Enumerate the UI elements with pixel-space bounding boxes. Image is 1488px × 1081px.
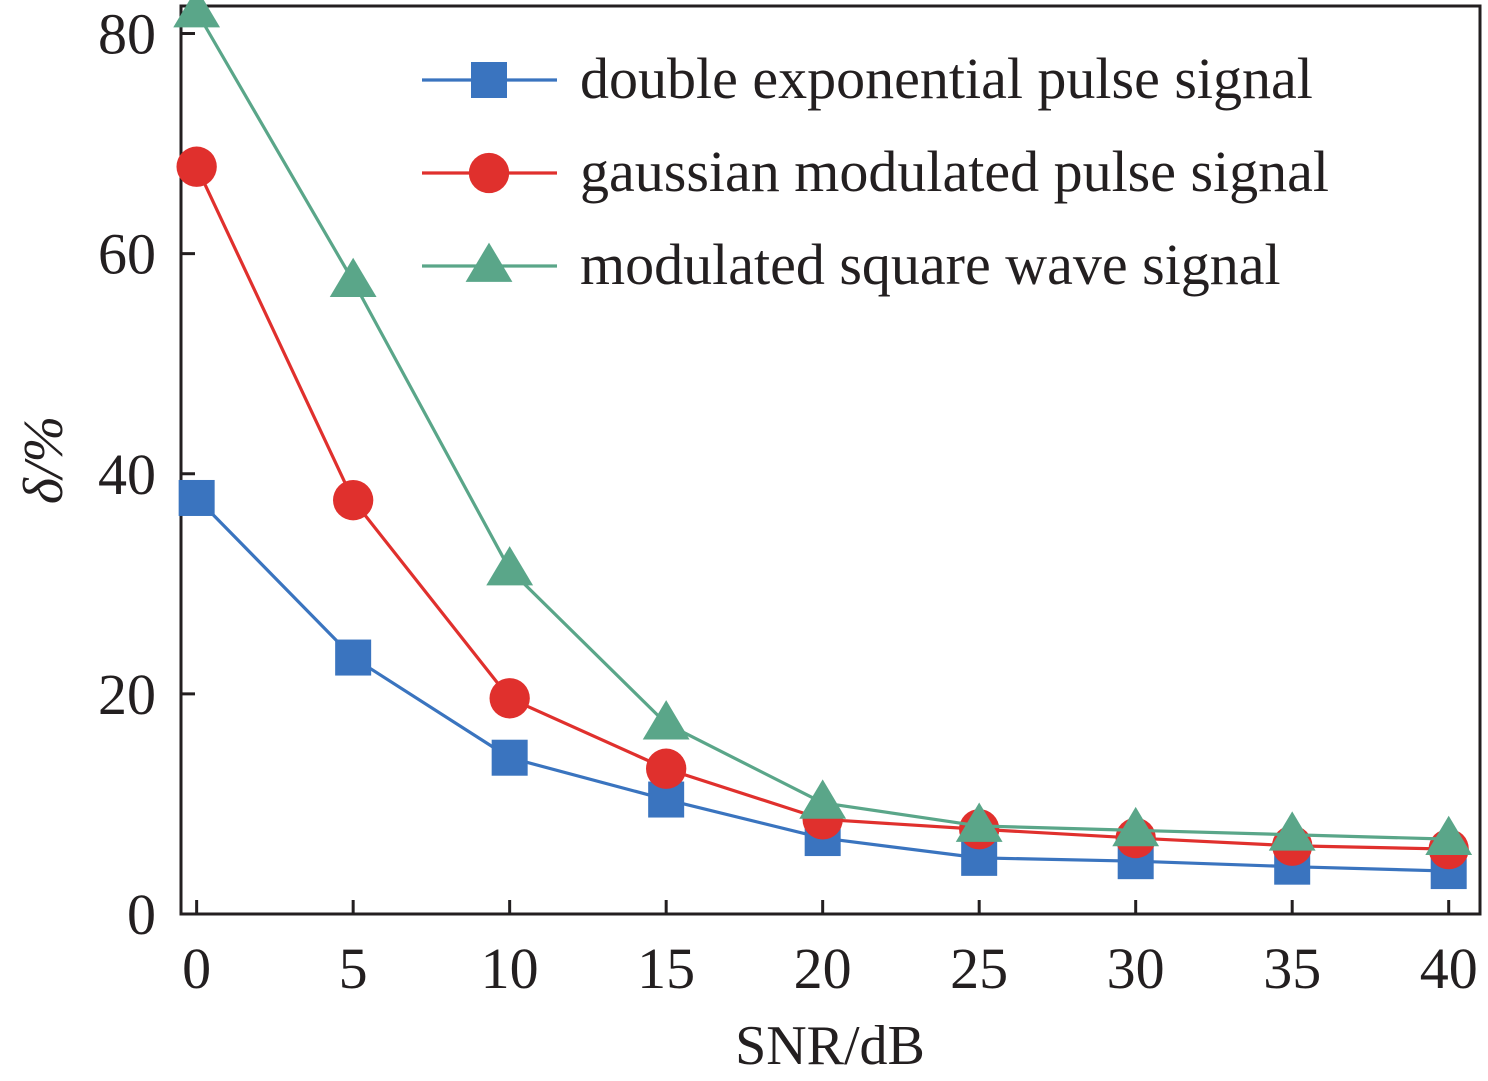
series-triangle <box>173 0 1473 856</box>
y-axis-title: δ/% <box>13 416 75 504</box>
triangle-marker <box>1268 811 1316 851</box>
legend: double exponential pulse signal gaussian … <box>422 46 1329 297</box>
triangle-marker <box>1112 806 1160 847</box>
triangle-marker <box>465 242 513 282</box>
x-tick-label: 30 <box>1107 936 1165 1001</box>
y-tick-label: 20 <box>98 662 156 727</box>
x-tick-label: 10 <box>481 936 539 1001</box>
square-marker <box>178 479 215 516</box>
legend-label: gaussian modulated pulse signal <box>580 139 1329 204</box>
square-marker <box>335 639 372 676</box>
x-tick-label: 25 <box>950 936 1008 1001</box>
legend-entry: double exponential pulse signal <box>422 46 1313 111</box>
triangle-marker <box>955 802 1003 842</box>
triangle-marker <box>486 546 534 586</box>
legend-label: modulated square wave signal <box>580 232 1281 297</box>
legend-entry: modulated square wave signal <box>422 232 1281 297</box>
x-tick-label: 35 <box>1263 936 1321 1001</box>
series-line <box>195 10 1449 841</box>
y-tick-label: 0 <box>127 882 156 947</box>
circle-marker <box>468 152 510 194</box>
x-tick-label: 15 <box>637 936 695 1001</box>
x-axis-ticks: 0 5 10 15 20 25 30 35 40 <box>182 900 1478 1001</box>
y-tick-label: 60 <box>98 222 156 287</box>
triangle-marker <box>329 257 377 298</box>
triangle-marker <box>173 0 221 28</box>
legend-label: double exponential pulse signal <box>580 46 1313 111</box>
y-tick-label: 80 <box>98 2 156 67</box>
y-tick-label: 40 <box>98 442 156 507</box>
y-axis-ticks: 0 20 40 60 80 <box>98 2 195 947</box>
plot-frame <box>179 4 1482 916</box>
x-tick-label: 0 <box>182 936 211 1001</box>
circle-marker <box>332 480 374 521</box>
legend-entry: gaussian modulated pulse signal <box>422 139 1329 204</box>
x-axis-title: SNR/dB <box>735 1015 925 1077</box>
x-tick-label: 40 <box>1420 936 1478 1001</box>
circle-marker <box>176 146 217 187</box>
triangle-marker <box>642 700 690 740</box>
triangle-marker <box>799 779 847 819</box>
x-tick-label: 20 <box>794 936 852 1001</box>
x-tick-label: 5 <box>339 936 368 1001</box>
circle-marker <box>646 748 687 789</box>
series-layer <box>173 0 1473 890</box>
square-marker <box>471 62 507 98</box>
square-marker <box>491 739 528 776</box>
triangle-marker <box>1425 815 1473 856</box>
circle-marker <box>489 678 530 719</box>
